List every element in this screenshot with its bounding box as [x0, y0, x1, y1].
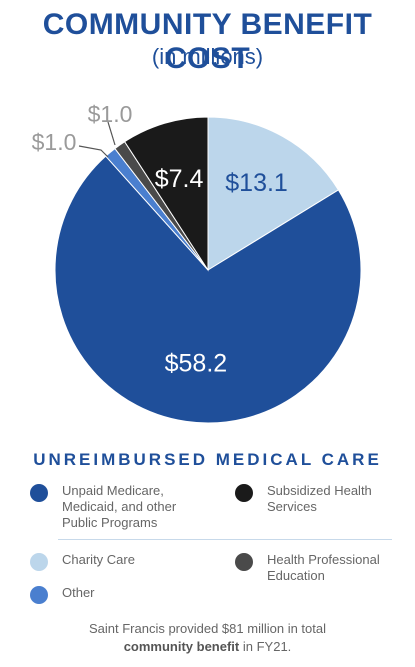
legend-label: Other — [62, 585, 95, 600]
legend-item-public-programs: Unpaid Medicare, Medicaid, and other Pub… — [30, 483, 176, 531]
legend-swatch — [30, 553, 48, 571]
pie-label-health-education: $1.0 — [88, 101, 133, 127]
footnote: Saint Francis provided $81 million in to… — [0, 620, 415, 656]
legend-item-education: Health Professional Education — [235, 552, 380, 584]
footnote-line2-end: in FY21. — [239, 639, 292, 654]
pie-slice-charity-care — [207, 116, 340, 271]
chart-subtitle: (in millions) — [151, 44, 264, 69]
pie-label-public-programs: $58.2 — [165, 349, 228, 377]
legend-swatch — [235, 553, 253, 571]
legend-label: Charity Care — [62, 552, 135, 567]
chart-title: COMMUNITY BENEFIT COST — [42, 8, 373, 75]
pie-slice-public-programs — [54, 155, 362, 424]
leader-line-other — [78, 145, 109, 158]
pie-slice-subsidized — [123, 116, 209, 272]
pie-label-subsidized: $7.4 — [155, 165, 204, 193]
pie-chart: $13.1 $58.2 $1.0 $1.0 $7.4 — [32, 101, 362, 424]
legend-divider — [58, 539, 392, 540]
footnote-line1: Saint Francis provided $81 million in to… — [88, 621, 326, 636]
legend-item-charity: Charity Care — [30, 552, 135, 571]
footnote-bold: community benefit — [123, 639, 240, 654]
leader-line-health-education — [107, 121, 116, 146]
legend-swatch — [30, 586, 48, 604]
legend-item-subsidized: Subsidized Health Services — [235, 483, 372, 515]
legend-item-other: Other — [30, 585, 95, 604]
legend-swatch — [235, 484, 253, 502]
legend-label: Health Professional Education — [267, 552, 380, 583]
pie-label-other: $1.0 — [32, 129, 77, 155]
pie-label-charity-care: $13.1 — [225, 169, 288, 197]
legend-title: UNREIMBURSED MEDICAL CARE — [33, 450, 382, 469]
legend-label: Subsidized Health Services — [267, 483, 372, 514]
legend-swatch — [30, 484, 48, 502]
legend-label: Unpaid Medicare, Medicaid, and other Pub… — [62, 483, 177, 530]
